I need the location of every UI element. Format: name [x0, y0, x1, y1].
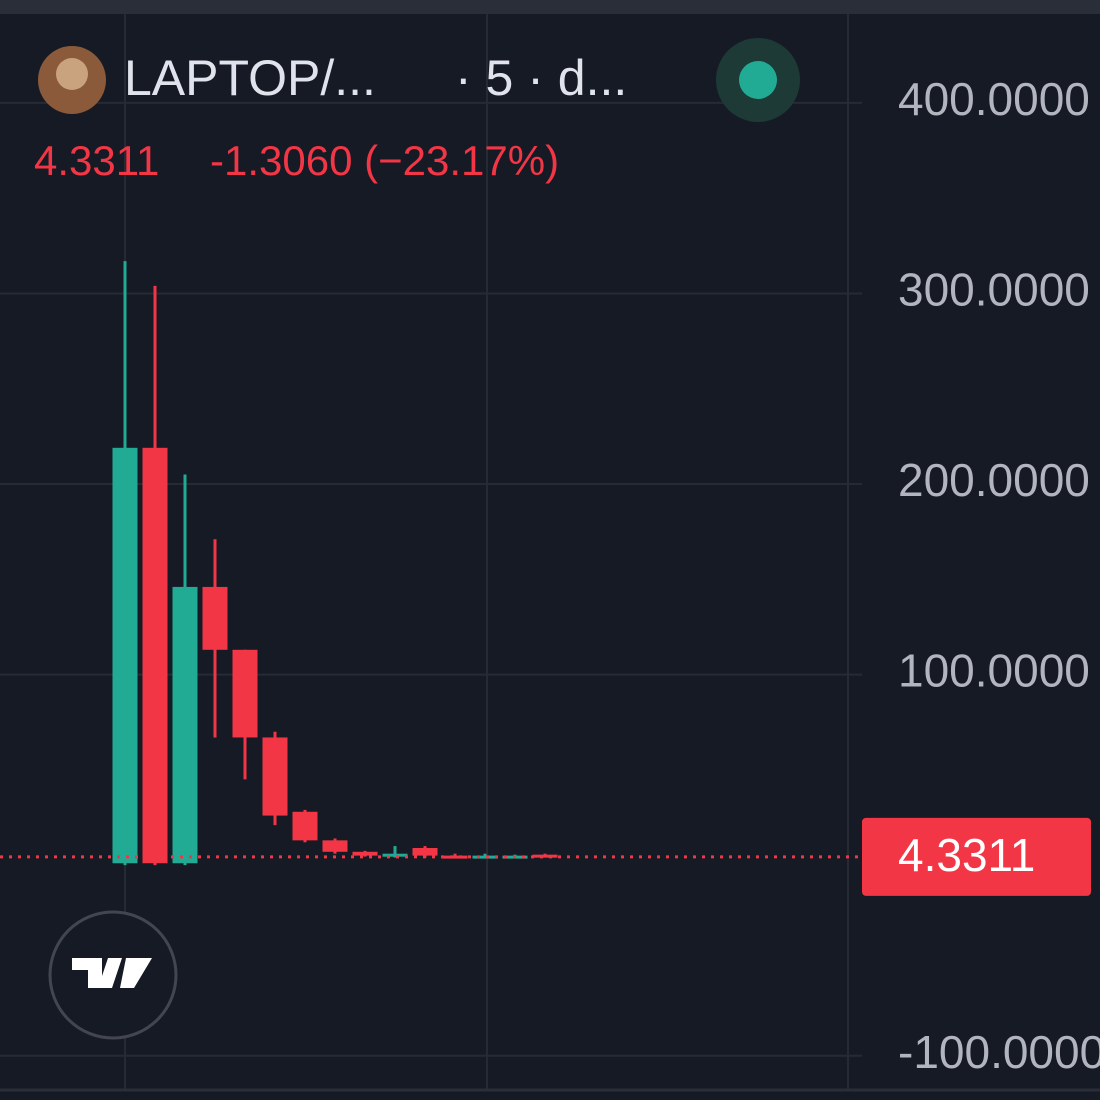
candle-body	[352, 851, 378, 856]
candle-body	[262, 737, 288, 816]
candle-body	[472, 855, 498, 859]
candle-body	[442, 855, 468, 859]
y-tick-label: -100.0000	[898, 1026, 1100, 1078]
header-close: 4.3311	[34, 137, 159, 184]
price-label-bg	[862, 817, 1091, 896]
candle-body	[142, 447, 168, 864]
logo	[72, 958, 152, 988]
y-tick-label: 300.0000	[898, 264, 1090, 316]
header-change: -1.3060 (−23.17%)	[210, 137, 559, 184]
status-dot	[739, 61, 777, 99]
symbol-title: LAPTOP/...	[124, 50, 376, 106]
candle-body	[202, 586, 228, 650]
candle-body	[382, 853, 408, 857]
candle-body	[292, 811, 318, 841]
interval: · 5 · d...	[455, 50, 627, 106]
candle-body	[412, 847, 438, 856]
candle-body	[322, 840, 348, 852]
candle-body	[112, 447, 138, 864]
top-bar	[0, 0, 1100, 14]
candle-body	[532, 854, 558, 858]
y-tick-label: 200.0000	[898, 454, 1090, 506]
y-tick-label: 100.0000	[898, 645, 1090, 697]
price-label: 4.3311	[898, 829, 1035, 881]
candle-body	[232, 649, 258, 738]
candle-body	[172, 586, 198, 864]
avatar-face	[56, 58, 88, 90]
y-tick-label: 400.0000	[898, 73, 1090, 125]
